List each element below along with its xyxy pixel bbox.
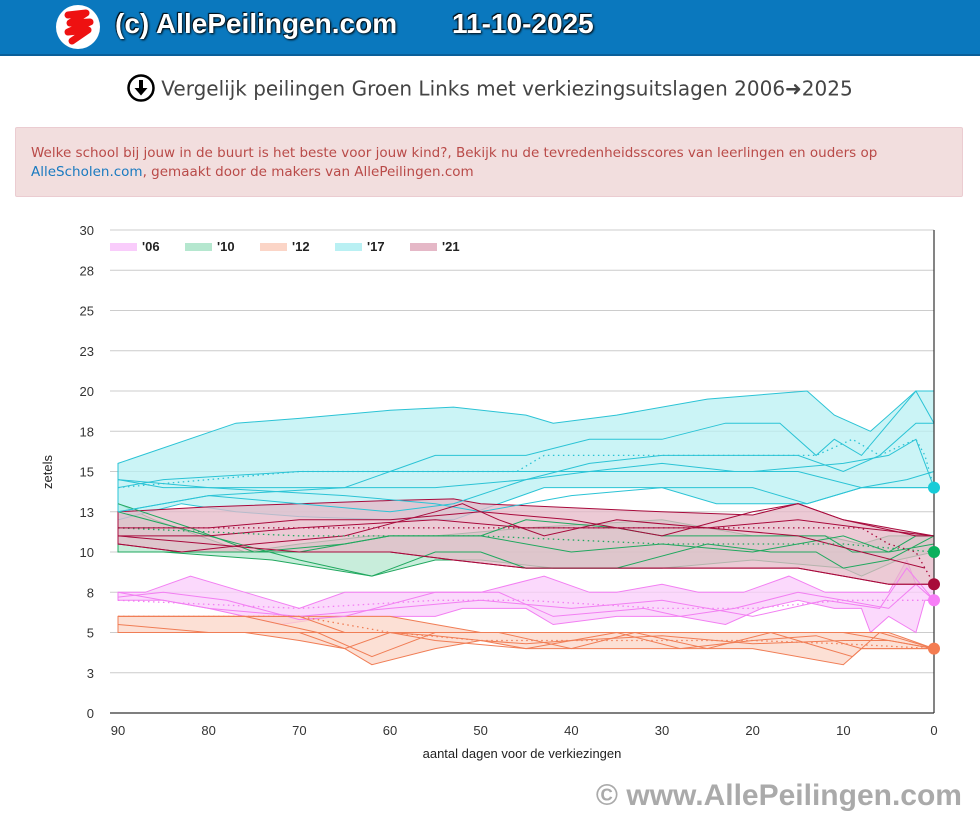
x-tick-label: 30 <box>655 723 669 738</box>
download-arrow-icon[interactable] <box>127 74 156 102</box>
y-tick-label: 3 <box>87 666 94 681</box>
result-dot[interactable] <box>928 642 940 655</box>
x-tick-labels: 90 80 70 60 50 40 30 20 10 0 <box>111 723 938 738</box>
y-tick-label: 0 <box>87 706 94 721</box>
x-tick-label: 0 <box>930 723 937 738</box>
y-axis-label: zetels <box>40 455 55 489</box>
x-tick-label: 70 <box>292 723 306 738</box>
series-line <box>118 615 935 650</box>
allescholen-link[interactable]: AlleScholen.com <box>31 164 143 180</box>
legend-swatch <box>410 243 437 251</box>
legend-swatch <box>260 243 287 251</box>
series-line <box>117 438 935 489</box>
y-tick-label: 5 <box>87 626 94 641</box>
x-tick-label: 60 <box>383 723 397 738</box>
y-tick-label: 10 <box>80 545 94 560</box>
legend-label[interactable]: '21 <box>442 239 460 254</box>
y-tick-label: 8 <box>87 585 94 600</box>
y-tick-label: 18 <box>80 424 94 439</box>
notice-text-before: Welke school bij jouw in de buurt is het… <box>31 145 878 161</box>
series-line <box>118 615 935 658</box>
series-line <box>118 519 935 537</box>
y-tick-label: 23 <box>80 344 94 359</box>
x-tick-label: 50 <box>473 723 487 738</box>
band-2 <box>117 615 935 666</box>
x-tick-label: 80 <box>201 723 215 738</box>
footer-watermark: © www.AllePeilingen.com <box>595 779 962 812</box>
series-line <box>117 462 935 513</box>
legend-swatch <box>335 243 362 251</box>
x-tick-label: 10 <box>836 723 850 738</box>
page-heading: Vergelijk peilingen Groen Links met verk… <box>0 74 980 104</box>
legend-swatch <box>110 243 137 251</box>
dotted-average <box>117 527 935 553</box>
y-tick-label: 13 <box>80 505 94 520</box>
notice-text: Welke school bij jouw in de buurt is het… <box>31 144 951 182</box>
y-tick-label: 20 <box>80 384 94 399</box>
legend-swatch <box>185 243 212 251</box>
legend-label[interactable]: '17 <box>367 239 385 254</box>
y-tick-label: 15 <box>80 465 94 480</box>
y-tick-label: 30 <box>80 223 94 238</box>
x-tick-label: 40 <box>564 723 578 738</box>
series-line <box>117 422 934 513</box>
dotted-average <box>118 615 935 650</box>
result-dot[interactable] <box>928 594 940 607</box>
series-line <box>117 503 934 553</box>
y-tick-label: 25 <box>80 304 94 319</box>
series-lines <box>117 390 935 658</box>
top-bar: (c) AllePeilingen.com 11-10-2025 <box>0 0 980 56</box>
y-tick-label: 28 <box>80 263 94 278</box>
notice-text-after: , gemaakt door de makers van AllePeiling… <box>142 164 474 180</box>
series-line <box>117 624 934 650</box>
series-line <box>117 535 934 585</box>
header-date: 11-10-2025 <box>452 8 594 39</box>
chart: 0 3 5 8 10 13 15 18 20 23 25 28 30 90 80 70 60 50 40 30 20 1… <box>40 223 940 761</box>
legend-label[interactable]: '10 <box>217 239 235 254</box>
legend-label[interactable]: '06 <box>142 239 160 254</box>
series-line <box>117 390 935 489</box>
legend-label[interactable]: '12 <box>292 239 310 254</box>
series-line <box>118 535 935 553</box>
x-tick-label: 20 <box>745 723 759 738</box>
result-dots <box>928 481 940 655</box>
result-dot[interactable] <box>928 546 940 558</box>
legend: '06 '10 '12 '17 '21 <box>110 239 460 254</box>
site-title[interactable]: (c) AllePeilingen.com <box>115 8 398 39</box>
series-line <box>117 503 926 569</box>
series-line <box>117 479 934 513</box>
x-axis-label: aantal dagen voor de verkiezingen <box>423 746 622 761</box>
page-title: Vergelijk peilingen Groen Links met verk… <box>161 76 853 101</box>
dotted-average-lines <box>117 438 935 650</box>
result-dot[interactable] <box>928 481 940 494</box>
y-tick-labels: 0 3 5 8 10 13 15 18 20 23 25 28 30 <box>80 223 94 721</box>
result-dot[interactable] <box>928 578 940 591</box>
allepeilingen-logo-icon[interactable] <box>56 5 100 49</box>
series-line <box>117 567 935 617</box>
x-tick-label: 90 <box>111 723 125 738</box>
notice-banner: Welke school bij jouw in de buurt is het… <box>15 127 963 197</box>
series-line <box>117 583 935 621</box>
